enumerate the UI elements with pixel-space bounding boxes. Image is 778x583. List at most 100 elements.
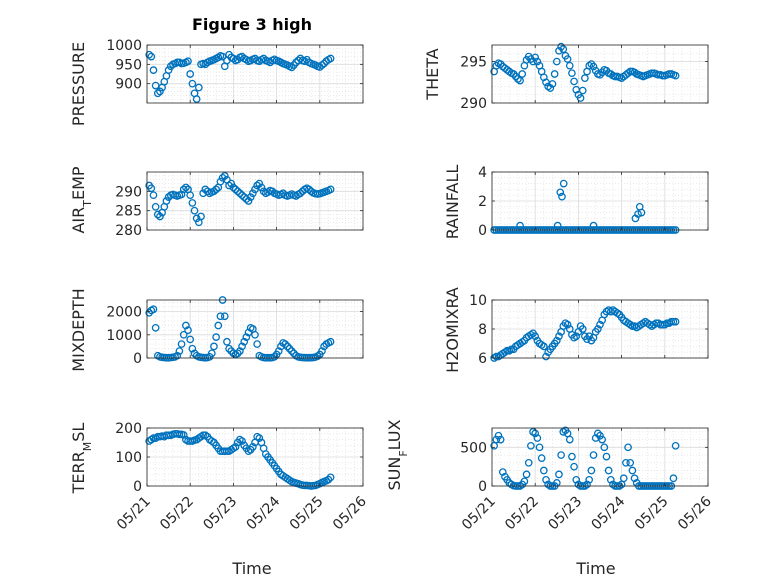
data-point — [175, 430, 184, 439]
y-tick-label: 295 — [460, 55, 487, 71]
data-point — [600, 443, 609, 452]
data-point — [671, 317, 680, 326]
data-point — [630, 474, 639, 483]
data-point — [318, 347, 326, 355]
data-point — [236, 347, 244, 355]
data-point — [231, 185, 240, 194]
data-point — [555, 332, 563, 341]
data-point — [548, 80, 557, 88]
data-point — [240, 337, 249, 346]
data-point — [637, 208, 646, 217]
data-point — [326, 337, 335, 346]
data-point — [192, 214, 201, 223]
y-tick-label: 200 — [115, 421, 142, 437]
data-point — [596, 320, 604, 329]
data-point — [596, 431, 604, 440]
data-point — [194, 83, 203, 92]
data-point — [151, 202, 160, 211]
data-point — [537, 454, 546, 463]
data-point — [287, 63, 296, 72]
data-point — [242, 195, 251, 203]
data-point — [214, 321, 223, 330]
x-tick-label: 05/23 — [545, 494, 585, 534]
data-point — [514, 75, 522, 83]
data-point — [177, 340, 186, 348]
data-point — [153, 210, 162, 219]
data-point — [542, 475, 550, 484]
sun-flux-panel: SUNFLUX 0 500 05/21 05/22 05/23 05/24 05/25 05/… — [385, 419, 715, 533]
data-point — [606, 475, 615, 484]
y-tick-label: 4 — [478, 165, 487, 181]
mixdepth-panel: MIXDEPTH 0 1000 2000 — [69, 288, 364, 372]
data-point — [197, 212, 205, 221]
data-point — [559, 45, 568, 53]
data-point — [182, 321, 190, 330]
data-point — [313, 352, 322, 360]
data-point — [173, 351, 182, 360]
terr-msl-panel: TERRMSL 0 100 200 05/21 05/22 05/23 05/24 05/25… — [69, 421, 370, 533]
data-point — [598, 435, 607, 444]
data-point — [186, 70, 195, 78]
x-tick-label: 05/26 — [330, 493, 370, 533]
data-point — [184, 326, 192, 335]
y-axis-label: RAINFALL — [443, 165, 462, 240]
data-point — [182, 183, 190, 192]
data-point — [619, 474, 628, 483]
data-point — [223, 447, 231, 456]
data-point — [238, 437, 246, 445]
data-point — [634, 210, 642, 218]
data-point — [188, 344, 197, 353]
y-tick-label: 2000 — [106, 305, 142, 321]
y-axis-label: THETA — [423, 48, 442, 100]
data-point — [531, 53, 540, 62]
data-point — [565, 435, 574, 444]
data-point — [255, 434, 264, 442]
x-tick-label: 05/21 — [459, 494, 499, 534]
data-point — [576, 94, 585, 102]
data-point — [583, 480, 591, 489]
data-point — [555, 470, 563, 479]
y-tick-label: 2 — [478, 194, 487, 210]
data-point — [242, 333, 251, 341]
data-point — [492, 435, 501, 444]
y-tick-label: 900 — [115, 77, 142, 93]
theta-panel: THETA 290 295 — [423, 42, 709, 112]
y-tick-label: 950 — [115, 57, 142, 73]
data-point — [555, 46, 563, 55]
data-point — [147, 52, 156, 61]
y-tick-label: 280 — [115, 223, 142, 239]
y-tick-label: 290 — [460, 96, 487, 112]
data-point — [223, 337, 231, 346]
y-tick-label: 10 — [469, 293, 487, 309]
axes-box — [146, 171, 364, 231]
data-point — [251, 330, 259, 339]
air-temp-panel: AIRTEMP 280 285 290 — [69, 166, 364, 239]
data-point — [581, 74, 589, 82]
data-point — [218, 173, 227, 182]
data-point — [565, 61, 574, 70]
y-axis-label: TERRMSL — [69, 423, 94, 495]
data-point — [578, 325, 587, 333]
data-point — [216, 312, 225, 321]
data-point — [227, 179, 236, 188]
x-axis-label-left: Time — [231, 559, 271, 578]
y-tick-label: 0 — [133, 479, 142, 495]
figure-title: Figure 3 high — [192, 15, 312, 34]
data-point — [557, 451, 565, 459]
x-tick-label: 05/22 — [502, 494, 542, 534]
data-point — [248, 189, 257, 198]
data-point — [320, 59, 328, 68]
data-point — [546, 84, 555, 92]
data-point — [550, 70, 559, 78]
data-point — [285, 344, 294, 353]
data-point — [190, 206, 199, 215]
data-point — [516, 221, 524, 230]
data-point — [244, 197, 253, 205]
data-point — [520, 477, 529, 486]
data-point — [257, 183, 266, 192]
data-point — [589, 451, 598, 459]
data-point — [522, 470, 531, 479]
data-point — [220, 312, 229, 321]
data-point — [516, 76, 524, 85]
data-point — [533, 434, 542, 442]
